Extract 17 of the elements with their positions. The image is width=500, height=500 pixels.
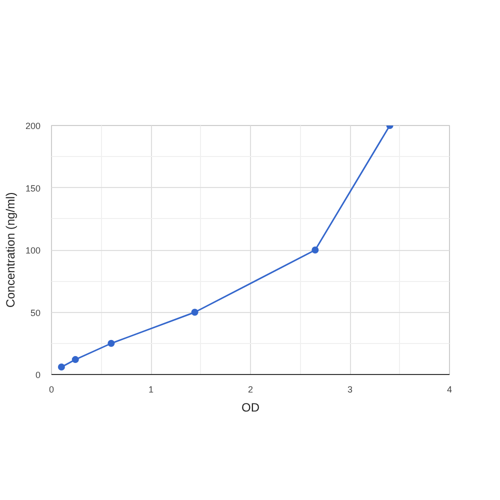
x-tick-label: 3 — [347, 384, 353, 394]
x-tick-label: 2 — [248, 384, 254, 394]
point — [191, 308, 198, 316]
y-tick-label: 200 — [25, 121, 41, 131]
y-tick-label: 100 — [25, 246, 41, 256]
x-tick-label: 4 — [446, 384, 452, 394]
x-axis-title: OD — [242, 400, 260, 414]
x-tick-label: 1 — [148, 384, 154, 394]
y-tick-label: 150 — [25, 183, 41, 194]
point — [72, 356, 79, 364]
y-tick-label: 0 — [35, 370, 41, 380]
y-axis-title: Concentration (ng/ml) — [3, 192, 18, 308]
y-tick-label: 50 — [30, 308, 41, 318]
x-tick-label: 0 — [48, 384, 54, 394]
point — [108, 340, 115, 347]
point — [58, 364, 65, 371]
point — [312, 246, 319, 254]
